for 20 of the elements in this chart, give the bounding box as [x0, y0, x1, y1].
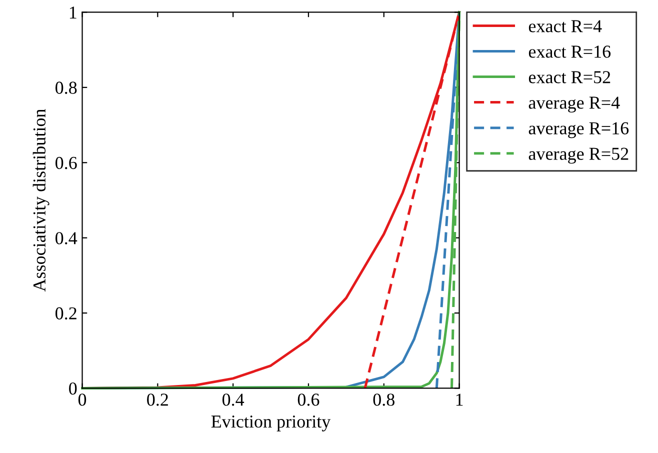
legend-label: average R=16: [528, 122, 629, 138]
y-tick-label: 1: [70, 6, 76, 18]
legend-label: exact R=16: [528, 46, 611, 58]
x-tick-label: 0.8: [373, 394, 394, 406]
y-tick-label: 0: [69, 382, 77, 395]
legend-label: exact R=4: [528, 20, 602, 32]
x-tick-label: 1: [456, 394, 463, 406]
y-tick-label: 0.4: [56, 232, 78, 244]
x-tick-label: 0.2: [147, 394, 168, 406]
x-tick-label: 0: [78, 394, 86, 406]
x-tick-label: 0.4: [222, 394, 244, 406]
legend-label: average R=52: [528, 148, 628, 164]
legend-label: exact R=52: [528, 71, 610, 84]
legend-label: average R=4: [528, 96, 620, 113]
x-tick-label: 0.6: [298, 394, 320, 406]
y-tick-label: 0.6: [56, 156, 77, 170]
y-tick-label: 0.2: [56, 307, 76, 320]
x-axis-title: Eviction priority: [211, 416, 331, 432]
y-axis-title: Associativity distribution: [32, 108, 50, 292]
y-tick-label: 0.8: [56, 82, 77, 94]
